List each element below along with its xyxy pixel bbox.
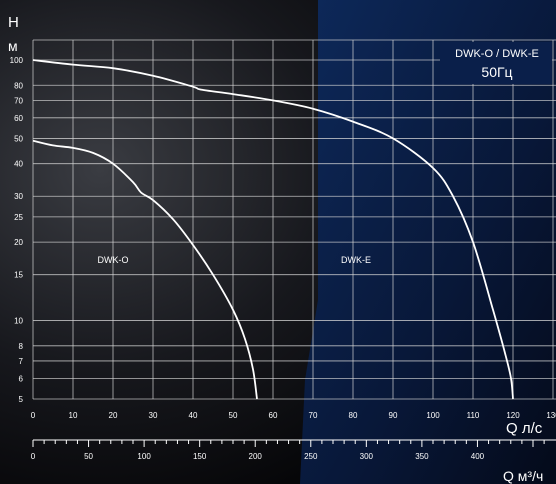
x2-tick-100: 100	[137, 452, 151, 461]
y-axis-unit: м	[8, 38, 18, 54]
x2-axis-label: Q м³/ч	[503, 468, 543, 484]
y-tick-25: 25	[14, 213, 23, 222]
x2-tick-300: 300	[360, 452, 374, 461]
series-label-dwk-o: DWK-O	[98, 255, 129, 265]
x2-tick-150: 150	[193, 452, 207, 461]
y-tick-10: 10	[14, 317, 23, 326]
x-tick-80: 80	[349, 411, 358, 420]
x-tick-110: 110	[467, 411, 480, 420]
y-tick-70: 70	[14, 96, 23, 105]
x2-tick-0: 0	[31, 452, 36, 461]
y-tick-50: 50	[14, 134, 23, 143]
x2-axis: 0 50 100 150 200 250 300 350 400	[31, 439, 556, 461]
x-tick-0: 0	[31, 411, 36, 420]
y-tick-8: 8	[19, 342, 24, 351]
x-tick-10: 10	[69, 411, 78, 420]
y-tick-30: 30	[14, 192, 23, 201]
y-tick-80: 80	[14, 81, 23, 90]
x2-tick-50: 50	[84, 452, 93, 461]
title-box	[440, 42, 552, 84]
series-line-dwk-e	[32, 59, 514, 400]
y-tick-60: 60	[14, 114, 23, 123]
y-tick-5: 5	[19, 395, 24, 404]
y-tick-7: 7	[19, 357, 24, 366]
x-tick-90: 90	[389, 411, 398, 420]
chart-title: DWK-O / DWK-E	[455, 48, 539, 60]
y-tick-labels: 5 6 7 8 10 15 20 25 30 40 50 60 70 80 100	[10, 56, 24, 404]
y-tick-15: 15	[14, 271, 23, 280]
grid-lines	[32, 39, 556, 400]
x-tick-20: 20	[109, 411, 118, 420]
x-tick-130: 130	[546, 411, 556, 420]
x-tick-40: 40	[189, 411, 198, 420]
series-line-dwk-o	[32, 139, 258, 400]
series-label-dwk-e: DWK-E	[341, 255, 371, 265]
curves-layer	[32, 59, 514, 400]
x-tick-50: 50	[229, 411, 238, 420]
x2-tick-250: 250	[304, 452, 318, 461]
x-tick-labels: 0 10 20 30 40 50 60 70 80 90 100 110 120 130	[31, 411, 556, 420]
x2-tick-350: 350	[415, 452, 429, 461]
y-axis-symbol: H	[8, 14, 19, 31]
x-tick-60: 60	[269, 411, 278, 420]
x2-tick-200: 200	[249, 452, 263, 461]
y-tick-100: 100	[10, 56, 24, 65]
x-tick-120: 120	[506, 411, 520, 420]
x-axis-label: Q л/с	[506, 420, 543, 437]
y-tick-6: 6	[19, 374, 24, 383]
x-tick-100: 100	[426, 411, 440, 420]
y-tick-20: 20	[14, 238, 23, 247]
x-tick-70: 70	[309, 411, 318, 420]
x-tick-30: 30	[149, 411, 158, 420]
chart-subtitle: 50Гц	[481, 64, 512, 80]
x2-tick-400: 400	[471, 452, 485, 461]
y-tick-40: 40	[14, 160, 23, 169]
